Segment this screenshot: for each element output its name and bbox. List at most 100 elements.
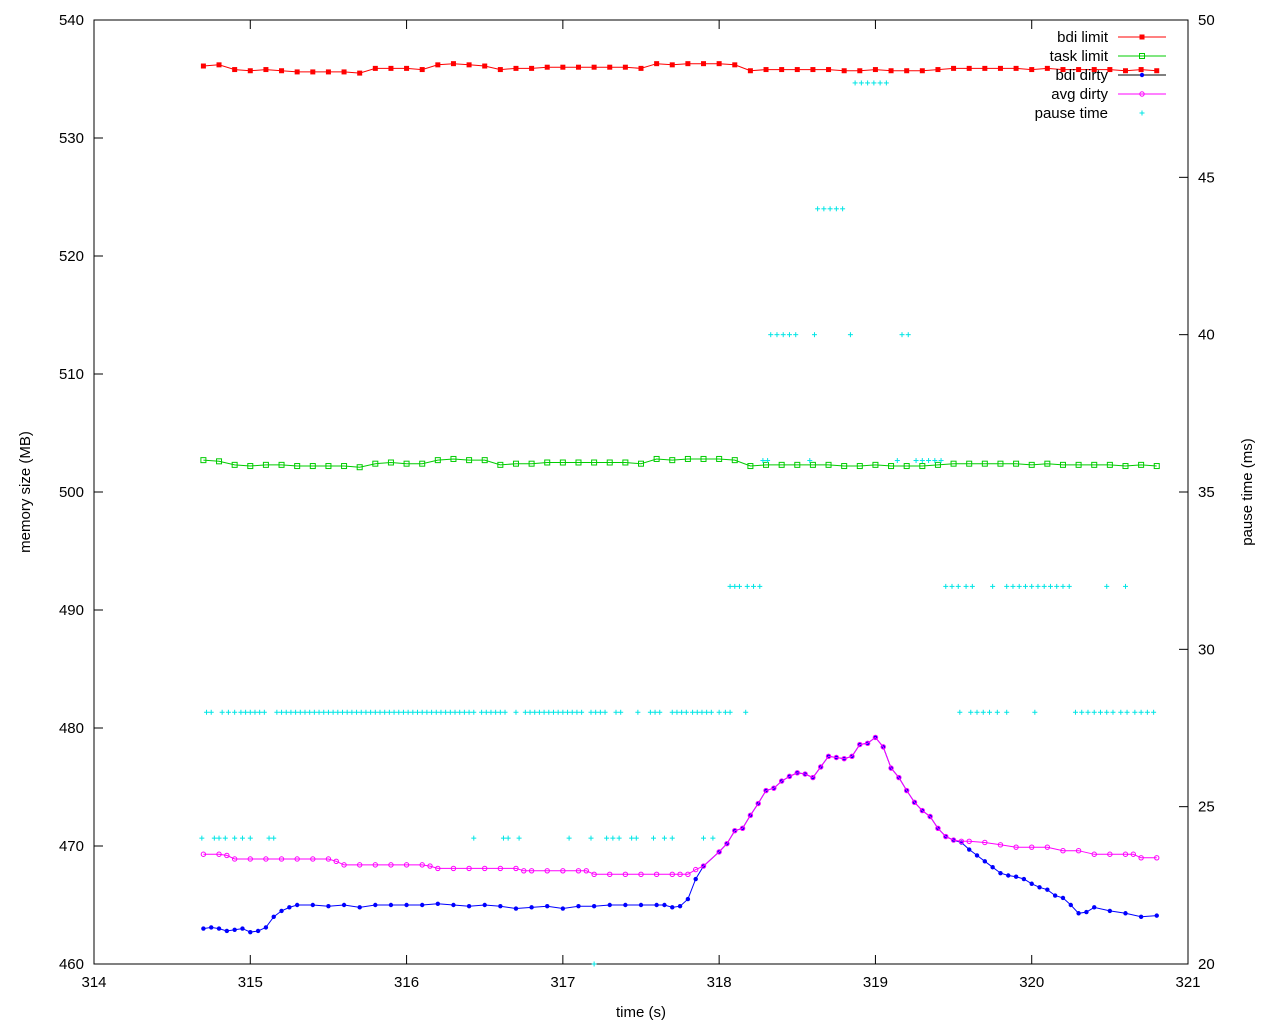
data-point-bdi-dirty: [279, 908, 284, 914]
data-point-pause-time: [1072, 709, 1078, 715]
data-point-pause-time: [774, 332, 780, 338]
data-point-pause-time: [396, 709, 402, 715]
data-point-avg-dirty: [677, 871, 683, 878]
data-point-task-limit: [653, 455, 660, 462]
data-point-avg-dirty: [356, 862, 363, 868]
data-point-bdi-dirty: [1076, 911, 1081, 916]
data-point-avg-dirty: [810, 774, 816, 781]
data-point-pause-time: [1110, 709, 1116, 715]
data-point-avg-dirty: [1044, 844, 1051, 850]
data-point-bdi-dirty: [1006, 873, 1011, 878]
legend-swatch-marker: [1139, 110, 1145, 116]
data-point-avg-dirty: [1138, 855, 1144, 861]
data-point-pause-time: [433, 709, 439, 715]
data-point-pause-time: [302, 709, 308, 715]
data-point-bdi-dirty: [482, 902, 487, 908]
data-point-pause-time: [452, 709, 458, 715]
data-point-bdi-dirty: [1037, 885, 1042, 890]
data-point-pause-time: [690, 709, 696, 715]
data-point-bdi-dirty: [263, 925, 269, 930]
y2-axis-title: pause time (ms): [1239, 438, 1256, 546]
data-point-pause-time: [618, 709, 624, 715]
data-point-pause-time: [569, 709, 575, 715]
data-point-pause-time: [232, 709, 238, 715]
data-point-pause-time: [386, 709, 392, 715]
data-point-avg-dirty: [802, 771, 808, 777]
data-point-pause-time: [321, 709, 327, 715]
data-point-pause-time: [833, 206, 839, 212]
data-point-bdi-dirty: [998, 870, 1003, 876]
data-point-pause-time: [261, 709, 267, 715]
data-point-pause-time: [344, 709, 350, 715]
data-point-bdi-limit: [1091, 67, 1097, 73]
legend-item-bdi-limit: bdi limit: [1057, 29, 1166, 46]
data-point-pause-time: [461, 709, 467, 715]
data-point-pause-time: [593, 709, 599, 715]
data-point-task-limit: [419, 460, 426, 467]
data-point-pause-time: [574, 709, 580, 715]
data-point-pause-time: [669, 709, 675, 715]
data-point-bdi-limit: [607, 64, 613, 70]
data-point-avg-dirty: [747, 812, 754, 819]
data-point-pause-time: [339, 709, 345, 715]
data-point-bdi-limit: [560, 64, 566, 70]
data-point-task-limit: [294, 463, 301, 470]
data-point-pause-time: [516, 835, 522, 841]
data-point-pause-time: [727, 709, 733, 715]
data-point-pause-time: [661, 835, 667, 841]
data-point-bdi-dirty: [435, 901, 441, 907]
data-point-bdi-limit: [466, 62, 472, 68]
plot-frame: [93, 19, 1189, 965]
data-point-bdi-limit: [951, 65, 957, 71]
data-point-pause-time: [1010, 583, 1016, 589]
data-point-pause-time: [635, 709, 641, 715]
data-point-task-limit: [638, 460, 644, 467]
data-point-bdi-limit: [575, 64, 581, 70]
data-point-pause-time: [443, 709, 449, 715]
data-point-task-limit: [325, 463, 332, 470]
data-point-avg-dirty: [544, 868, 550, 874]
legend-label: task limit: [1050, 48, 1109, 65]
data-point-avg-dirty: [497, 865, 504, 872]
data-point-pause-time: [204, 709, 210, 715]
data-point-bdi-limit: [794, 67, 800, 73]
data-point-bdi-dirty: [513, 906, 519, 911]
data-point-pause-time: [252, 709, 258, 715]
data-point-bdi-dirty: [1060, 895, 1066, 901]
data-point-bdi-limit: [247, 68, 253, 74]
data-point-pause-time: [550, 709, 556, 715]
data-point-pause-time: [1035, 583, 1041, 589]
data-point-pause-time: [257, 709, 263, 715]
data-point-pause-time: [1060, 583, 1066, 589]
data-point-pause-time: [974, 709, 980, 715]
data-point-bdi-limit: [841, 68, 847, 74]
data-point-bdi-limit: [810, 67, 816, 73]
data-point-bdi-dirty: [209, 925, 214, 930]
data-point-bdi-dirty: [357, 905, 362, 910]
data-point-avg-dirty: [739, 825, 746, 831]
data-point-bdi-limit: [919, 68, 925, 74]
x-tick-label: 315: [238, 974, 263, 991]
data-point-avg-dirty: [1154, 855, 1160, 861]
data-point-avg-dirty: [513, 865, 519, 872]
data-point-task-limit: [309, 463, 316, 470]
data-point-pause-time: [613, 709, 619, 715]
data-point-avg-dirty: [607, 871, 613, 878]
data-point-pause-time: [591, 961, 597, 967]
data-point-task-limit: [1122, 463, 1129, 470]
data-point-pause-time: [372, 709, 378, 715]
data-point-pause-time: [969, 583, 975, 589]
data-point-bdi-dirty: [576, 903, 581, 909]
y-tick-label: 520: [59, 248, 84, 265]
data-point-pause-time: [994, 709, 1000, 715]
data-point-task-limit: [747, 463, 754, 470]
data-point-bdi-limit: [701, 61, 707, 67]
legend-swatch-marker: [1139, 53, 1145, 59]
data-point-task-limit: [794, 461, 801, 468]
data-point-bdi-dirty: [224, 928, 230, 934]
data-point-pause-time: [588, 835, 594, 841]
data-point-pause-time: [694, 709, 700, 715]
data-point-avg-dirty: [786, 773, 793, 780]
data-point-bdi-limit: [279, 68, 285, 74]
data-point-bdi-dirty: [1092, 905, 1097, 910]
